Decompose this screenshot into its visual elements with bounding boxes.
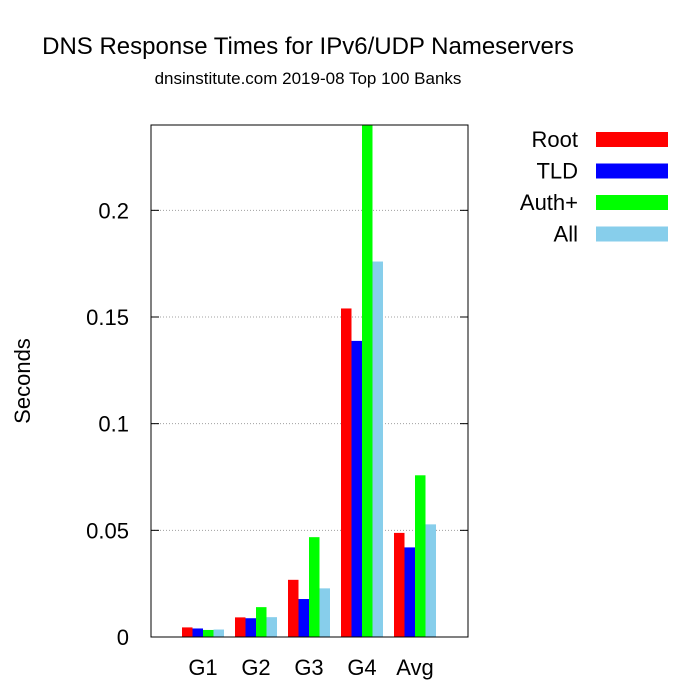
bar-tld-g2	[245, 618, 256, 637]
legend-label: Root	[532, 127, 578, 152]
bar-tld-avg	[404, 547, 415, 637]
bar-all-g1	[213, 629, 224, 637]
bar-auth-g2	[256, 607, 267, 637]
bar-auth-g4	[362, 125, 373, 637]
y-tick-label: 0	[117, 625, 129, 650]
legend-swatch	[596, 132, 668, 147]
bar-auth-g3	[309, 537, 320, 637]
y-tick-label: 0.05	[86, 518, 129, 543]
bar-tld-g3	[298, 599, 309, 637]
bar-auth-g1	[203, 629, 214, 637]
bar-root-g3	[288, 579, 299, 637]
y-axis-ticks: 0 0.05 0.1 0.15 0.2	[86, 198, 468, 650]
bar-root-avg	[394, 532, 405, 637]
x-tick-label: Avg	[396, 655, 434, 680]
bar-all-avg	[425, 524, 436, 637]
y-tick-label: 0.2	[98, 198, 129, 223]
legend-swatch	[596, 163, 668, 179]
x-tick-label: G2	[241, 655, 270, 680]
x-tick-label: G1	[188, 655, 217, 680]
x-tick-label: G4	[347, 655, 376, 680]
bar-tld-g4	[351, 340, 362, 637]
y-tick-label: 0.15	[86, 305, 129, 330]
bar-all-g4	[372, 261, 383, 637]
bars	[182, 125, 436, 637]
x-axis-ticks: G1 G2 G3 G4 Avg	[188, 655, 433, 680]
x-tick-label: G3	[294, 655, 323, 680]
y-axis-label: Seconds	[10, 338, 35, 424]
plot-frame	[150, 124, 469, 638]
legend-label: TLD	[536, 159, 578, 184]
bar-all-g2	[266, 617, 277, 637]
bar-all-g3	[319, 588, 330, 637]
legend-swatch	[596, 195, 668, 210]
bar-root-g1	[182, 627, 193, 637]
legend-label: All	[554, 222, 578, 247]
bar-root-g2	[235, 617, 246, 637]
bar-root-g4	[341, 308, 352, 637]
legend-swatch	[596, 226, 668, 242]
bar-tld-g1	[192, 628, 203, 637]
chart-title: DNS Response Times for IPv6/UDP Nameserv…	[42, 33, 574, 60]
legend: Root TLD Auth+ All	[520, 127, 668, 247]
chart-subtitle: dnsinstitute.com 2019-08 Top 100 Banks	[155, 69, 462, 88]
legend-label: Auth+	[520, 190, 578, 215]
y-tick-label: 0.1	[98, 412, 129, 437]
bar-auth-avg	[415, 475, 426, 637]
